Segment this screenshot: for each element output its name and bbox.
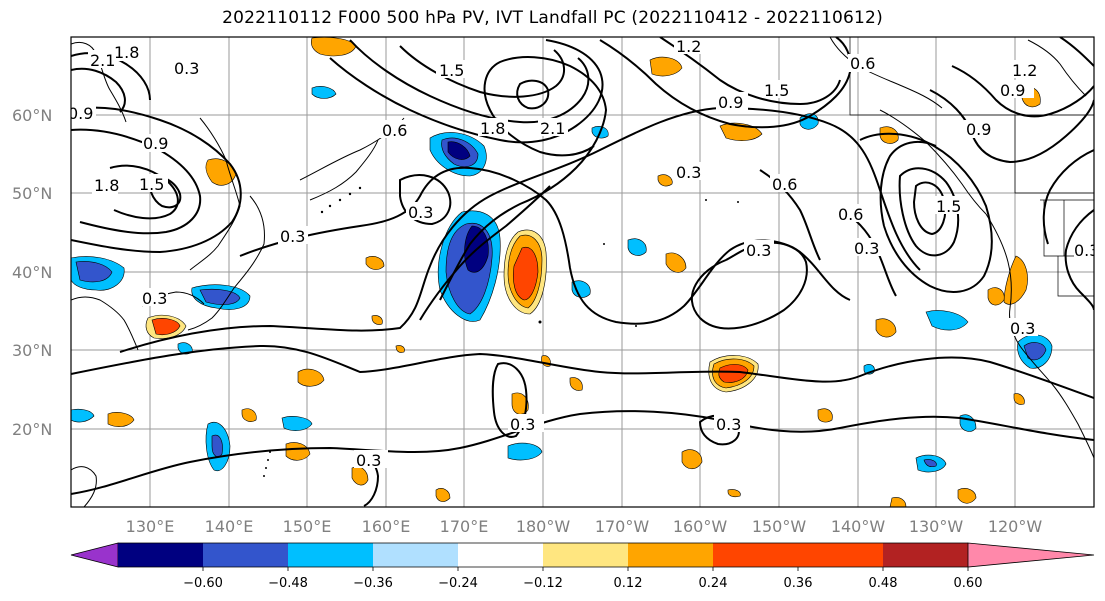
colorbar-tick-label: 0.36 xyxy=(784,576,813,591)
longitude-label: 160°E xyxy=(362,517,411,536)
contour-label: 1.5 xyxy=(764,81,789,100)
latitude-label: 50°N xyxy=(12,184,52,203)
contour-label: 0.9 xyxy=(143,134,168,153)
contour-label: 0.3 xyxy=(142,289,167,308)
contour-label-group: 1.8 2.1 0.3 0.9 0.9 1.5 1.8 1.5 1.8 2.1 … xyxy=(68,37,1099,470)
longitude-axis: 130°E 140°E 150°E 160°E 170°E 180°W 170°… xyxy=(126,517,1043,536)
contour-label: 1.2 xyxy=(676,37,701,56)
colorbar-swatch xyxy=(203,543,288,567)
colorbar-tick-label: −0.12 xyxy=(523,576,563,591)
longitude-label: 150°E xyxy=(283,517,332,536)
colorbar-swatch xyxy=(288,543,373,567)
contour-label: 0.9 xyxy=(1000,81,1025,100)
contour-label: 0.3 xyxy=(676,163,701,182)
longitude-label: 160°W xyxy=(673,517,728,536)
contour-label: 0.3 xyxy=(716,415,741,434)
latitude-axis: 60°N 50°N 40°N 30°N 20°N xyxy=(12,106,52,439)
contour-label: 0.3 xyxy=(408,203,433,222)
contour-label: 1.8 xyxy=(114,43,139,62)
colorbar: −0.60 −0.48 −0.36 −0.24 −0.12 0.12 0.24 … xyxy=(70,542,1095,591)
map-title: 2022110112 F000 500 hPa PV, IVT Landfall… xyxy=(222,8,883,28)
colorbar-tick-label: 0.60 xyxy=(954,576,983,591)
contour-label: 1.5 xyxy=(936,197,961,216)
contour-label: 0.3 xyxy=(1074,241,1099,260)
longitude-label: 140°E xyxy=(205,517,254,536)
contour-label: 0.3 xyxy=(746,241,771,260)
map-area: 1.8 2.1 0.3 0.9 0.9 1.5 1.8 1.5 1.8 2.1 … xyxy=(68,37,1099,507)
colorbar-arrow-left xyxy=(70,542,119,568)
contour-label: 0.9 xyxy=(718,93,743,112)
contour-label: 2.1 xyxy=(90,51,115,70)
longitude-label: 130°E xyxy=(126,517,175,536)
colorbar-arrow-right xyxy=(967,542,1095,568)
longitude-label: 150°W xyxy=(752,517,807,536)
contour-label: 0.3 xyxy=(510,415,535,434)
contour-label: 0.6 xyxy=(838,205,863,224)
contour-label: 0.6 xyxy=(850,54,875,73)
contour-label: 0.3 xyxy=(854,239,879,258)
colorbar-tick-label: 0.48 xyxy=(869,576,898,591)
longitude-label: 170°W xyxy=(595,517,650,536)
colorbar-swatch xyxy=(883,543,968,567)
contour-label: 0.6 xyxy=(772,175,797,194)
colorbar-swatch xyxy=(628,543,713,567)
colorbar-swatch xyxy=(373,543,458,567)
contour-label: 0.3 xyxy=(280,227,305,246)
contour-label: 1.8 xyxy=(94,176,119,195)
colorbar-tick-label: 0.24 xyxy=(699,576,728,591)
contour-label: 0.6 xyxy=(382,121,407,140)
colorbar-tick-label: 0.12 xyxy=(614,576,643,591)
contour-label: 0.3 xyxy=(174,59,199,78)
contour-label: 1.5 xyxy=(439,61,464,80)
contour-label: 1.2 xyxy=(1012,61,1037,80)
longitude-label: 120°W xyxy=(988,517,1043,536)
longitude-label: 140°W xyxy=(831,517,886,536)
colorbar-tick-label: −0.36 xyxy=(353,576,393,591)
colorbar-tick-label: −0.48 xyxy=(268,576,308,591)
map-frame xyxy=(70,36,1095,508)
contour-label: 0.3 xyxy=(356,451,381,470)
contour-label: 2.1 xyxy=(540,119,565,138)
colorbar-swatch xyxy=(458,543,543,567)
contour-label: 1.8 xyxy=(480,119,505,138)
latitude-label: 30°N xyxy=(12,341,52,360)
contour-label: 0.9 xyxy=(966,120,991,139)
contour-label: 0.3 xyxy=(1010,319,1035,338)
latitude-label: 40°N xyxy=(12,263,52,282)
political-borders xyxy=(849,37,1094,297)
latitude-label: 20°N xyxy=(12,420,52,439)
colorbar-tick-label: −0.60 xyxy=(183,576,223,591)
longitude-label: 180°W xyxy=(516,517,571,536)
colorbar-tick-label: −0.24 xyxy=(438,576,478,591)
colorbar-swatch xyxy=(118,543,203,567)
longitude-label: 130°W xyxy=(909,517,964,536)
longitude-label: 170°E xyxy=(440,517,489,536)
negative-anomaly-fills xyxy=(71,86,1053,473)
colorbar-swatch xyxy=(543,543,628,567)
contour-label: 1.5 xyxy=(139,175,164,194)
colorbar-swatch xyxy=(798,543,883,567)
latitude-label: 60°N xyxy=(12,106,52,125)
colorbar-swatch xyxy=(713,543,798,567)
contour-label: 0.9 xyxy=(68,104,93,123)
